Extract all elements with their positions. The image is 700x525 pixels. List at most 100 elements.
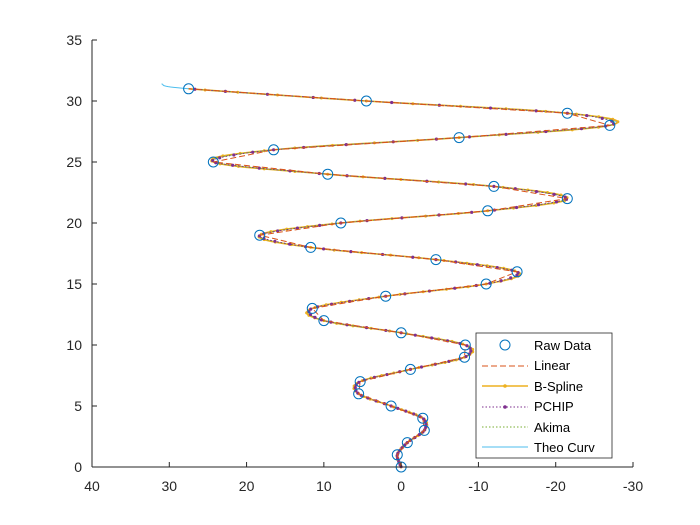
legend-entry-linear: Linear [482, 358, 571, 373]
pchip-marker [211, 158, 215, 163]
raw-data-point [306, 302, 318, 314]
raw-data-point [482, 205, 494, 217]
pchip-marker [353, 98, 357, 102]
legend-label-b-spline: B-Spline [534, 379, 583, 394]
pchip-marker [318, 223, 322, 227]
raw-data-point [604, 119, 616, 131]
pchip-marker [469, 349, 473, 353]
raw-data-point [322, 168, 334, 180]
pchip-marker [276, 229, 280, 233]
legend-entry-akima: Akima [482, 420, 571, 435]
pchip-marker [464, 354, 468, 359]
y-tick-label: 0 [74, 459, 82, 475]
legend-label-linear: Linear [534, 358, 571, 373]
pchip-marker [534, 189, 539, 194]
raw-data-point [360, 95, 372, 107]
y-tick-label: 20 [66, 215, 82, 231]
raw-data-point [335, 217, 347, 229]
series-linear [188, 88, 610, 468]
pchip-marker [470, 210, 474, 214]
x-tick-label: 0 [397, 478, 405, 494]
pchip-marker [349, 249, 353, 254]
pchip-marker [552, 192, 556, 197]
pchip-marker [464, 182, 468, 186]
pchip-marker [313, 315, 317, 319]
legend-label-raw-data: Raw Data [534, 338, 592, 353]
raw-data-point [401, 437, 413, 449]
x-tick-label: -10 [468, 478, 488, 494]
legend-marker-b-spline [503, 384, 507, 388]
raw-data-point [395, 327, 407, 339]
raw-data-point [268, 144, 280, 156]
b-spline-marker [465, 261, 469, 265]
y-tick-label: 25 [66, 154, 82, 170]
pchip-marker [504, 132, 508, 136]
b-spline-marker [388, 329, 392, 333]
pchip-marker [272, 148, 276, 152]
pchip-marker [514, 205, 519, 210]
x-tick-label: -20 [546, 478, 566, 494]
pchip-marker [218, 156, 222, 160]
pchip-marker [390, 100, 394, 105]
pchip-marker [353, 386, 357, 390]
pchip-marker [288, 242, 292, 246]
axes-layer [91, 40, 633, 468]
legend-entry-theo-curv: Theo Curv [482, 440, 595, 455]
pchip-marker [413, 333, 417, 337]
pchip-marker [322, 247, 326, 251]
pchip-marker [509, 276, 513, 280]
raw-data-point [561, 107, 573, 119]
y-tick-label: 15 [66, 276, 82, 292]
raw-data-point [254, 229, 266, 241]
pchip-marker [467, 135, 471, 139]
raw-data-point [385, 400, 397, 412]
legend-marker-raw-data [499, 339, 511, 351]
raw-data-point [207, 156, 219, 168]
pchip-marker [309, 307, 313, 311]
pchip-marker [585, 113, 589, 118]
raw-data-point [353, 388, 365, 400]
b-spline-marker [398, 292, 402, 296]
legend-marker-pchip [503, 405, 507, 409]
legend-entry-b-spline: B-Spline [482, 379, 583, 394]
b-spline-marker [616, 120, 620, 124]
pchip-marker [273, 239, 277, 243]
pchip-marker [396, 406, 400, 410]
raw-data-point [404, 363, 416, 375]
y-tick-label: 30 [66, 93, 82, 109]
raw-data-point [480, 278, 492, 290]
raw-data-point [418, 424, 430, 436]
legend: Raw Data Linear B-Spline PCHIP Akima The… [475, 332, 613, 459]
raw-data-point [459, 351, 471, 363]
raw-data-point [380, 290, 392, 302]
x-ticks: 40 30 20 10 0 -10 -20 -30 [84, 462, 643, 494]
raw-data-point [561, 193, 573, 205]
pchip-marker [232, 153, 236, 157]
pchip-marker [465, 344, 469, 348]
raw-data-point [318, 315, 330, 327]
legend-entry-raw-data: Raw Data [499, 338, 592, 353]
legend-label-pchip: PCHIP [534, 399, 574, 414]
y-ticks: 0 5 10 15 20 25 30 35 [66, 32, 97, 475]
pchip-marker [499, 279, 503, 283]
raw-data-point [391, 449, 403, 461]
pchip-marker [251, 150, 255, 154]
x-tick-label: 40 [84, 478, 100, 494]
series-raw-data [183, 83, 616, 473]
raw-data-point [354, 376, 366, 388]
pchip-marker [534, 109, 538, 113]
legend-entry-pchip: PCHIP [482, 399, 574, 414]
x-tick-label: 10 [316, 478, 332, 494]
pchip-marker [419, 365, 424, 369]
pchip-marker [515, 273, 519, 277]
pchip-marker [422, 417, 426, 421]
legend-label-akima: Akima [534, 420, 571, 435]
raw-data-point [305, 241, 317, 253]
x-tick-label: -30 [623, 478, 643, 494]
pchip-marker [536, 203, 541, 207]
pchip-marker [488, 106, 493, 110]
y-tick-label: 5 [74, 398, 82, 414]
y-tick-label: 35 [66, 32, 82, 48]
x-tick-label: 30 [161, 478, 177, 494]
